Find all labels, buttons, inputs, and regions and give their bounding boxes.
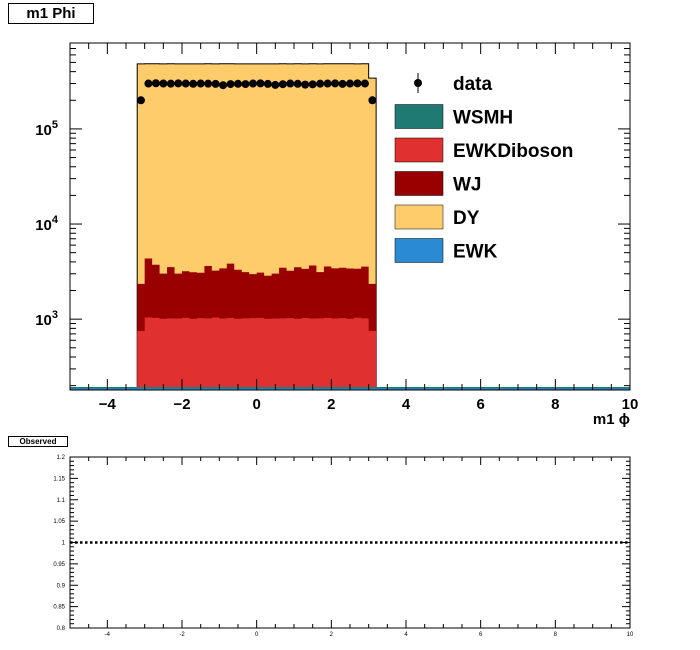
legend-entry: WSMH <box>394 104 513 129</box>
legend-entry: EWK <box>394 238 498 263</box>
data-point <box>241 80 250 89</box>
ratio-y-tick-label: 0.85 <box>53 605 65 611</box>
data-point <box>204 79 213 88</box>
data-point <box>174 79 183 88</box>
data-point <box>308 80 317 89</box>
data-point <box>323 79 332 88</box>
data-point <box>159 79 168 88</box>
data-point <box>211 79 220 88</box>
legend-label: DY <box>453 208 480 229</box>
ewkdiboson-histogram <box>137 317 377 390</box>
data-point <box>136 96 145 105</box>
data-point <box>286 79 295 88</box>
legend-entry: DY <box>394 204 480 230</box>
legend-label: WSMH <box>453 108 513 129</box>
ratio-y-tick-label: 1.1 <box>57 498 66 504</box>
y-tick-label: 104 <box>35 214 59 234</box>
legend-entry: WJ <box>394 171 482 196</box>
ratio-x-tick-label: -2 <box>179 632 185 638</box>
x-tick-label: 2 <box>327 396 335 413</box>
data-point <box>189 79 198 88</box>
ratio-y-tick-label: 1.2 <box>57 455 66 461</box>
data-point <box>338 79 347 88</box>
ratio-y-tick-label: 1.15 <box>53 476 65 482</box>
data-point <box>301 80 310 89</box>
data-point <box>278 80 287 89</box>
ratio-y-tick-label: 0.8 <box>57 626 66 632</box>
ratio-y-tick-label: 1.05 <box>53 519 65 525</box>
legend-entry: data <box>414 73 493 95</box>
ratio-x-tick-label: -4 <box>105 632 111 638</box>
data-point <box>346 79 354 88</box>
ratio-x-tick-label: 2 <box>330 632 334 638</box>
data-point <box>166 79 175 88</box>
data-point <box>219 81 228 90</box>
legend-label: data <box>453 74 493 95</box>
x-tick-label: 10 <box>622 396 639 413</box>
legend-label: EWKDiboson <box>453 141 573 162</box>
legend-swatch <box>394 238 444 263</box>
y-tick-label: 103 <box>35 309 58 329</box>
data-point <box>196 79 205 88</box>
x-tick-label: 0 <box>252 396 260 413</box>
x-tick-label: −4 <box>99 396 117 413</box>
ratio-x-tick-label: 4 <box>404 632 408 638</box>
x-tick-label: 8 <box>551 396 559 413</box>
ratio-x-tick-label: 10 <box>627 632 634 638</box>
data-point <box>293 79 302 88</box>
legend-swatch <box>394 104 444 129</box>
legend-label: WJ <box>453 175 482 196</box>
ratio-y-tick-label: 0.9 <box>57 583 66 589</box>
ratio-x-tick-label: 6 <box>479 632 483 638</box>
y-tick-label: 105 <box>35 119 58 139</box>
legend-swatch <box>394 137 444 163</box>
x-tick-label: 4 <box>402 396 411 413</box>
canvas-title: m1 Phi <box>8 3 94 24</box>
data-point <box>360 79 369 88</box>
data-point <box>226 80 235 89</box>
data-point <box>144 79 153 88</box>
data-point <box>368 96 377 105</box>
legend-swatch <box>394 204 444 230</box>
data-point <box>234 79 242 88</box>
legend-swatch <box>394 171 444 196</box>
data-point <box>331 79 340 88</box>
ratio-y-tick-label: 0.95 <box>53 562 65 568</box>
x-tick-label: −2 <box>173 396 190 413</box>
ratio-y-tick-label: 1 <box>62 541 66 547</box>
ratio-x-tick-label: 8 <box>554 632 558 638</box>
data-point <box>256 79 265 88</box>
ratio-panel-title: Observed <box>8 436 68 447</box>
x-tick-label: 6 <box>476 396 484 413</box>
data-point <box>263 79 272 88</box>
data-point <box>181 79 190 88</box>
data-point <box>353 79 362 88</box>
legend-marker-data <box>414 79 422 87</box>
data-point <box>248 79 257 88</box>
x-axis-label: m1 ϕ <box>593 411 630 428</box>
data-point <box>316 79 325 88</box>
legend-entry: EWKDiboson <box>394 137 573 163</box>
legend-label: EWK <box>453 242 498 263</box>
ratio-x-tick-label: 0 <box>255 632 259 638</box>
data-point <box>271 80 280 89</box>
data-point <box>151 79 160 88</box>
